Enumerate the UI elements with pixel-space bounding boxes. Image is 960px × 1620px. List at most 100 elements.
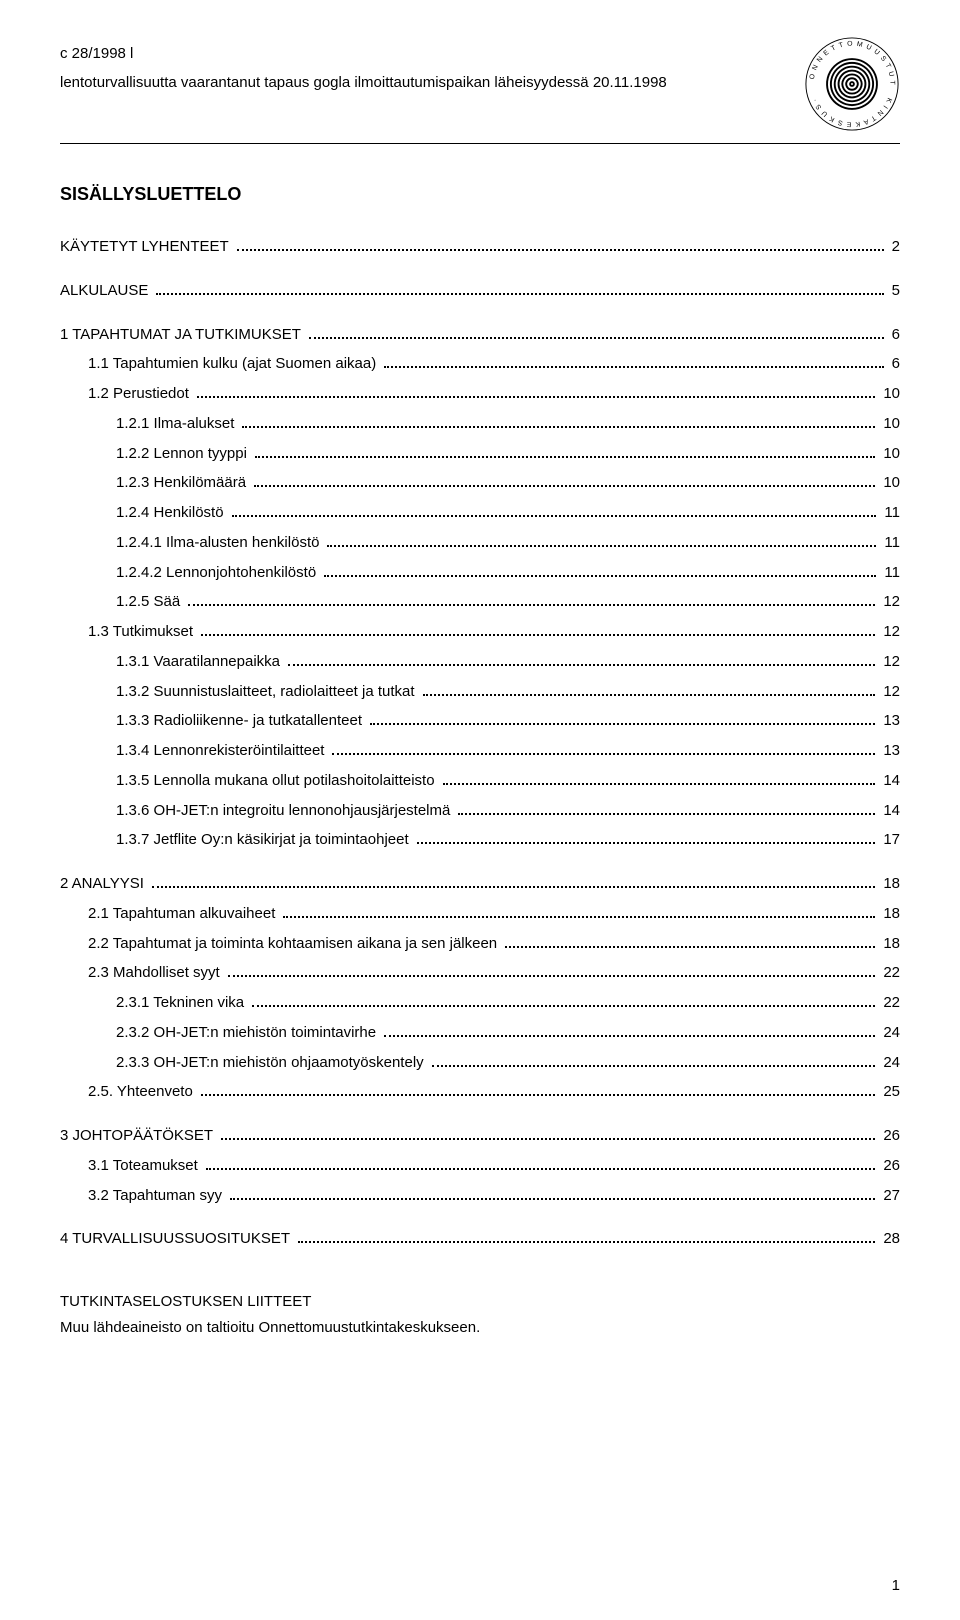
toc-label: 2.5. Yhteenveto: [88, 1078, 197, 1106]
toc-label: 1.3.5 Lennolla mukana ollut potilashoito…: [116, 767, 439, 795]
toc-label: 1.2.2 Lennon tyyppi: [116, 440, 251, 468]
toc-label: 2 ANALYYSI: [60, 870, 148, 898]
appendix-block: TUTKINTASELOSTUKSEN LIITTEET Muu lähdeai…: [60, 1289, 900, 1340]
toc-page: 5: [888, 277, 900, 305]
toc-page: 18: [879, 930, 900, 958]
toc-page: 12: [879, 648, 900, 676]
toc-page: 17: [879, 826, 900, 854]
toc-page: 13: [879, 707, 900, 735]
toc-gap: [60, 263, 900, 275]
toc-line: 2 ANALYYSI 18: [60, 870, 900, 898]
toc-line: ALKULAUSE5: [60, 277, 900, 305]
toc-label: 1.3.7 Jetflite Oy:n käsikirjat ja toimin…: [116, 826, 413, 854]
toc-line: 1.3.4 Lennonrekisteröintilaitteet 13: [60, 737, 900, 765]
toc-line: 1.2.1 Ilma-alukset 10: [60, 410, 900, 438]
toc-line: 2.1 Tapahtuman alkuvaiheet 18: [60, 900, 900, 928]
toc-page: 10: [879, 440, 900, 468]
appendix-note: Muu lähdeaineisto on taltioitu Onnettomu…: [60, 1315, 900, 1341]
toc-label: 1.2.4.2 Lennonjohtohenkilöstö: [116, 559, 320, 587]
toc-page: 10: [879, 469, 900, 497]
toc-line: 1.3.7 Jetflite Oy:n käsikirjat ja toimin…: [60, 826, 900, 854]
toc-page: 12: [879, 588, 900, 616]
toc-line: 2.3.1 Tekninen vika22: [60, 989, 900, 1017]
toc-line: 2.3 Mahdolliset syyt 22: [60, 959, 900, 987]
toc-dots: [197, 396, 875, 398]
toc-page: 25: [879, 1078, 900, 1106]
toc-label: 1.2.3 Henkilömäärä: [116, 469, 250, 497]
toc-label: 3.2 Tapahtuman syy: [88, 1182, 226, 1210]
toc-line: 2.5. Yhteenveto 25: [60, 1078, 900, 1106]
toc-label: 2.3 Mahdolliset syyt: [88, 959, 224, 987]
toc-dots: [298, 1241, 875, 1243]
toc-label: 1.3.3 Radioliikenne- ja tutkatallenteet: [116, 707, 366, 735]
toc-page: 14: [879, 797, 900, 825]
toc-page: 13: [879, 737, 900, 765]
toc-gap: [60, 1108, 900, 1120]
toc-label: 1.2 Perustiedot: [88, 380, 193, 408]
toc-gap: [60, 856, 900, 868]
toc-page: 11: [880, 499, 900, 527]
toc-line: 1.2.4 Henkilöstö 11: [60, 499, 900, 527]
toc-dots: [201, 634, 875, 636]
toc-dots: [254, 485, 875, 487]
toc-dots: [221, 1138, 875, 1140]
toc-dots: [228, 975, 876, 977]
toc-label: 1 TAPAHTUMAT JA TUTKIMUKSET: [60, 321, 305, 349]
toc-line: 1.2.4.1 Ilma-alusten henkilöstö 11: [60, 529, 900, 557]
toc-page: 12: [879, 678, 900, 706]
toc-dots: [230, 1198, 875, 1200]
toc-label: 1.2.5 Sää: [116, 588, 184, 616]
toc-line: 1.1 Tapahtumien kulku (ajat Suomen aikaa…: [60, 350, 900, 378]
toc-line: 1.3 Tutkimukset12: [60, 618, 900, 646]
doc-id: c 28/1998 l: [60, 40, 667, 69]
toc-dots: [237, 249, 884, 251]
toc-label: 3.1 Toteamukset: [88, 1152, 202, 1180]
toc-dots: [232, 515, 877, 517]
toc-label: 1.2.1 Ilma-alukset: [116, 410, 238, 438]
toc-page: 10: [879, 410, 900, 438]
toc-label: 1.2.4 Henkilöstö: [116, 499, 228, 527]
toc-dots: [417, 842, 876, 844]
toc-title: SISÄLLYSLUETTELO: [60, 184, 900, 205]
toc-label: 2.3.2 OH-JET:n miehistön toimintavirhe: [116, 1019, 380, 1047]
toc-line: 1.2.3 Henkilömäärä 10: [60, 469, 900, 497]
toc-page: 18: [879, 900, 900, 928]
toc-line: 3 JOHTOPÄÄTÖKSET26: [60, 1122, 900, 1150]
toc-page: 24: [879, 1049, 900, 1077]
toc-page: 26: [879, 1122, 900, 1150]
toc-dots: [332, 753, 875, 755]
toc-dots: [384, 366, 883, 368]
toc-line: 1.3.3 Radioliikenne- ja tutkatallenteet 1…: [60, 707, 900, 735]
toc-dots: [458, 813, 875, 815]
toc-line: 3.2 Tapahtuman syy 27: [60, 1182, 900, 1210]
toc-page: 18: [879, 870, 900, 898]
toc-page: 22: [879, 959, 900, 987]
toc-page: 22: [879, 989, 900, 1017]
toc-line: 1 TAPAHTUMAT JA TUTKIMUKSET6: [60, 321, 900, 349]
toc-label: 2.1 Tapahtuman alkuvaiheet: [88, 900, 279, 928]
toc-line: 2.3.2 OH-JET:n miehistön toimintavirhe24: [60, 1019, 900, 1047]
toc-gap: [60, 1211, 900, 1223]
toc-line: 1.2.2 Lennon tyyppi 10: [60, 440, 900, 468]
toc-line: KÄYTETYT LYHENTEET2: [60, 233, 900, 261]
toc-gap: [60, 307, 900, 319]
toc-line: 3.1 Toteamukset 26: [60, 1152, 900, 1180]
toc-page: 14: [879, 767, 900, 795]
toc-page: 26: [879, 1152, 900, 1180]
toc-page: 11: [880, 529, 900, 557]
toc-line: 1.3.2 Suunnistuslaitteet, radiolaitteet …: [60, 678, 900, 706]
toc-page: 6: [888, 350, 900, 378]
toc-line: 1.2.4.2 Lennonjohtohenkilöstö 11: [60, 559, 900, 587]
page-header: c 28/1998 l lentoturvallisuutta vaaranta…: [60, 40, 900, 137]
toc-line: 1.2.5 Sää 12: [60, 588, 900, 616]
toc-label: 1.3.4 Lennonrekisteröintilaitteet: [116, 737, 328, 765]
toc-page: 27: [879, 1182, 900, 1210]
toc-dots: [255, 456, 875, 458]
toc-label: 1.2.4.1 Ilma-alusten henkilöstö: [116, 529, 323, 557]
toc-line: 2.3.3 OH-JET:n miehistön ohjaamotyöskent…: [60, 1049, 900, 1077]
toc-page: 11: [880, 559, 900, 587]
toc-dots: [152, 886, 875, 888]
toc-label: 1.3.2 Suunnistuslaitteet, radiolaitteet …: [116, 678, 419, 706]
toc-dots: [283, 916, 875, 918]
toc-dots: [252, 1005, 875, 1007]
